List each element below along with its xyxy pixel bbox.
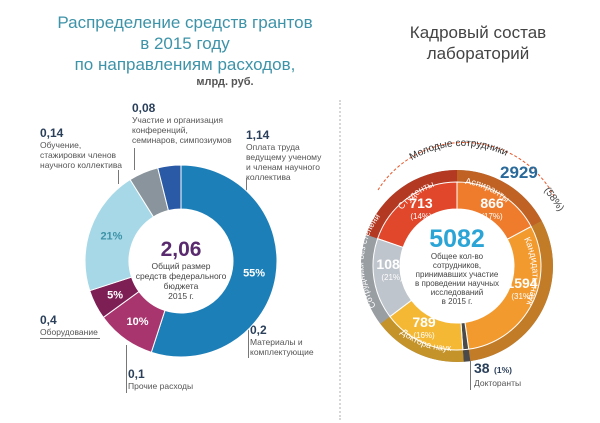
staff-center-line: в 2015 г. bbox=[442, 297, 473, 306]
postgrads-value: 866 bbox=[480, 195, 504, 211]
leader-line-materials bbox=[248, 320, 249, 358]
budget-center-line: бюджета bbox=[164, 281, 199, 291]
staff-center-line: исследований bbox=[431, 288, 484, 297]
donut-percent-other: 5% bbox=[107, 290, 123, 302]
doctors-value: 789 bbox=[412, 314, 436, 330]
candidates-percent: (31%) bbox=[511, 292, 533, 301]
leader-line-other bbox=[126, 345, 127, 393]
donut-percent-salary: 55% bbox=[243, 268, 265, 280]
staff-center bbox=[400, 209, 514, 323]
staff-center-line: Общее кол-во bbox=[431, 252, 484, 261]
leader-line-phd-students bbox=[470, 344, 471, 390]
leader-line-conferences bbox=[134, 148, 135, 170]
left-chart-unit: млрд. руб. bbox=[196, 76, 254, 88]
young-label: Молодые сотрудники bbox=[408, 138, 510, 163]
annotation-materials: 0,2 Материалы и комплектующие bbox=[250, 323, 314, 357]
right-chart-title: Кадровый состав лабораторий bbox=[409, 23, 547, 63]
annotation-conferences: 0,08 Участие и организация конференций, … bbox=[132, 101, 232, 145]
no-degree-percent: (21%) bbox=[381, 273, 403, 282]
staff-band-phd_students bbox=[462, 349, 471, 362]
budget-total-value: 2,06 bbox=[161, 238, 202, 261]
staff-band-candidates bbox=[468, 220, 553, 362]
staff-band-doctors bbox=[380, 316, 464, 362]
annotation-training: 0,14 Обучение, стажировки членов научног… bbox=[40, 126, 123, 170]
budget-donut-center bbox=[129, 209, 233, 313]
young-percent: (58%) bbox=[542, 185, 566, 213]
young-value: 2929 bbox=[500, 163, 538, 182]
annotation-equipment: 0,4 Оборудование bbox=[40, 313, 98, 337]
annotation-other: 0,1 Прочие расходы bbox=[128, 367, 194, 391]
staff-center-line: принимавших участие bbox=[416, 270, 499, 279]
staff-band-students bbox=[366, 170, 457, 239]
staff-band-no_degree bbox=[361, 234, 390, 324]
staff-center-line: сотрудников, bbox=[433, 261, 481, 270]
students-value: 713 bbox=[409, 195, 433, 211]
budget-center-line: Общий размер bbox=[152, 261, 211, 271]
leader-line-training bbox=[118, 170, 119, 184]
annotation-salary: 1,14 Оплата труда ведущему ученому и чле… bbox=[246, 128, 322, 182]
donut-percent-materials: 10% bbox=[126, 316, 148, 328]
budget-center-line: 2015 г. bbox=[168, 291, 194, 301]
candidates-value: 1594 bbox=[506, 275, 537, 291]
divider bbox=[339, 100, 341, 420]
annotation-phd-students: 38 (1%) Докторанты bbox=[474, 360, 522, 388]
postgrads-percent: (17%) bbox=[481, 212, 503, 221]
left-chart-title: Распределение средств грантов в 2015 год… bbox=[57, 13, 313, 74]
doctors-percent: (16%) bbox=[413, 331, 435, 340]
students-percent: (14%) bbox=[410, 212, 432, 221]
staff-center-line: в проведении научных bbox=[415, 279, 499, 288]
leader-line-equipment bbox=[40, 338, 100, 339]
no-degree-value: 1082 bbox=[376, 256, 407, 272]
budget-center-line: средств федерального bbox=[136, 271, 227, 281]
donut-percent-equipment: 21% bbox=[100, 231, 122, 243]
budget-donut: 55% 10% 5% 21% bbox=[84, 164, 278, 358]
young-bracket bbox=[377, 142, 555, 197]
leader-line-salary bbox=[246, 178, 247, 196]
staff-total-value: 5082 bbox=[429, 225, 485, 253]
